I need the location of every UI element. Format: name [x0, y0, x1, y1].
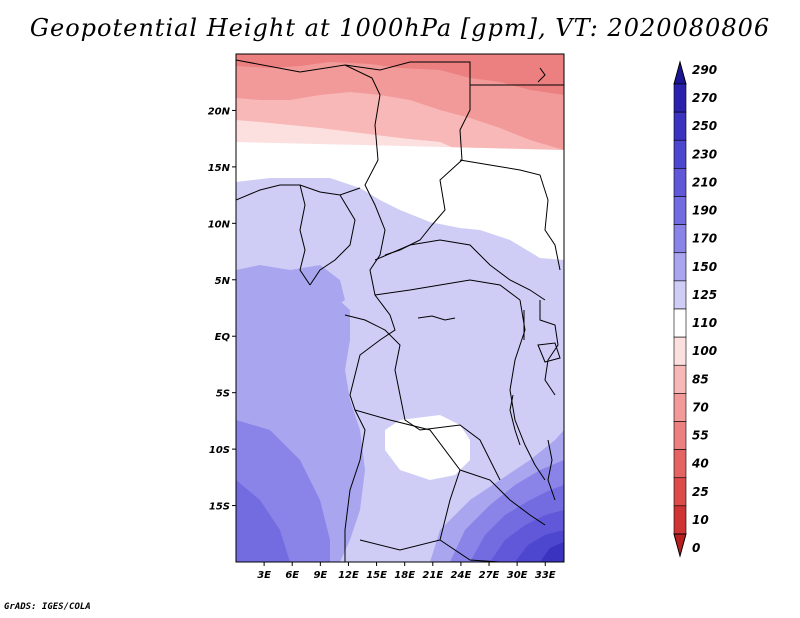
colorbar-label: 110 — [692, 316, 717, 330]
border-drc-east — [509, 299, 546, 481]
colorbar-swatch — [673, 308, 687, 338]
border-sudan — [459, 159, 561, 271]
border-nigeria-west — [299, 184, 311, 286]
border-nigeria-east — [309, 194, 356, 286]
band-110-125 — [236, 142, 564, 260]
y-tick-label: 5S — [216, 389, 230, 400]
colorbar-swatch — [673, 421, 687, 450]
colorbar-label: 55 — [692, 429, 709, 443]
colorbar-swatch — [673, 252, 687, 282]
y-tick-label: 10S — [209, 445, 230, 456]
border-car — [374, 239, 546, 301]
colorbar-label: 40 — [691, 457, 709, 471]
x-tick-label: 15E — [366, 570, 387, 581]
y-tick-label: 10N — [208, 219, 231, 230]
x-tick-label: 21E — [422, 570, 443, 581]
band-110-125-south — [385, 415, 470, 480]
band-150-170-gulf — [236, 265, 345, 310]
nile-fragment — [537, 67, 546, 83]
x-tick-label: 30E — [507, 570, 528, 581]
y-axis: 20N 15N 10N 5N EQ 5S 10S 15S — [208, 106, 236, 513]
colorbar-label: 85 — [692, 372, 709, 386]
colorbar-label: 0 — [692, 541, 700, 555]
colorbar-swatch — [673, 505, 687, 535]
x-tick-label: 18E — [394, 570, 415, 581]
y-tick-label: 15S — [209, 502, 230, 513]
x-tick-label: 24E — [451, 570, 472, 581]
border-east — [539, 300, 559, 396]
map-title: Geopotential Height at 1000hPa [gpm], VT… — [29, 14, 771, 42]
colorbar-label: 250 — [692, 119, 717, 133]
colorbar-label: 230 — [692, 147, 717, 161]
border-angola — [354, 409, 461, 551]
map-frame — [235, 53, 565, 563]
colorbar-label: 190 — [692, 204, 717, 218]
colorbar-swatch — [673, 449, 687, 479]
colorbar-label: 100 — [692, 344, 717, 358]
y-tick-label: EQ — [215, 332, 231, 343]
x-axis: 3E 6E 9E 12E 15E 18E 21E 24E 27E 30E 33E — [257, 562, 556, 581]
colorbar-label: 25 — [692, 485, 709, 499]
border-drc-west — [344, 314, 501, 481]
lake-tanganyika — [509, 394, 521, 446]
x-tick-label: 33E — [535, 570, 556, 581]
x-tick-label: 6E — [285, 570, 299, 581]
band-55-70 — [236, 54, 564, 95]
colorbar-top-triangle — [673, 60, 687, 85]
colorbar-label: 270 — [692, 91, 717, 105]
y-tick-label: 15N — [208, 163, 231, 174]
colorbar-swatch — [673, 336, 687, 366]
river-fragment — [417, 315, 456, 321]
colorbar-swatch — [673, 139, 687, 169]
grads-credit: GrADS: IGES/COLA — [4, 602, 91, 612]
y-tick-label: 5N — [215, 276, 231, 287]
border-libya-sudan — [469, 62, 564, 86]
colorbar-label: 10 — [692, 513, 709, 527]
lake-malawi — [547, 439, 556, 501]
colorbar-swatch — [673, 111, 687, 141]
colorbar-label: 70 — [692, 400, 709, 414]
band-250-270-se — [540, 542, 564, 562]
x-tick-label: 9E — [313, 570, 327, 581]
colorbar-bottom-triangle — [673, 533, 687, 558]
x-tick-label: 12E — [338, 570, 359, 581]
colorbar-swatch — [673, 83, 687, 113]
country-borders — [236, 59, 564, 562]
colorbar-label: 290 — [692, 63, 717, 77]
colorbar-label: 170 — [692, 232, 717, 246]
colorbar-swatch — [673, 477, 687, 507]
x-tick-label: 27E — [479, 570, 500, 581]
contour-fill-layer — [236, 54, 564, 562]
colorbar-swatch — [673, 196, 687, 225]
colorbar-swatch — [673, 364, 687, 394]
band-190-210-west — [236, 480, 290, 562]
colorbar-swatch — [673, 168, 687, 197]
border-namibia — [439, 539, 501, 562]
colorbar-swatch — [673, 224, 687, 254]
colorbar-label: 150 — [692, 260, 717, 274]
colorbar-swatch — [673, 280, 687, 310]
y-tick-label: 20N — [208, 106, 231, 117]
border-zambia — [459, 469, 546, 526]
colorbar: 2902702502302101901701501251101008570554… — [673, 60, 717, 558]
border-congo-car — [374, 279, 521, 301]
colorbar-label: 210 — [692, 175, 717, 189]
x-tick-label: 3E — [257, 570, 271, 581]
colorbar-label: 125 — [692, 288, 717, 302]
lake-victoria — [537, 342, 561, 363]
colorbar-swatch — [673, 393, 687, 422]
